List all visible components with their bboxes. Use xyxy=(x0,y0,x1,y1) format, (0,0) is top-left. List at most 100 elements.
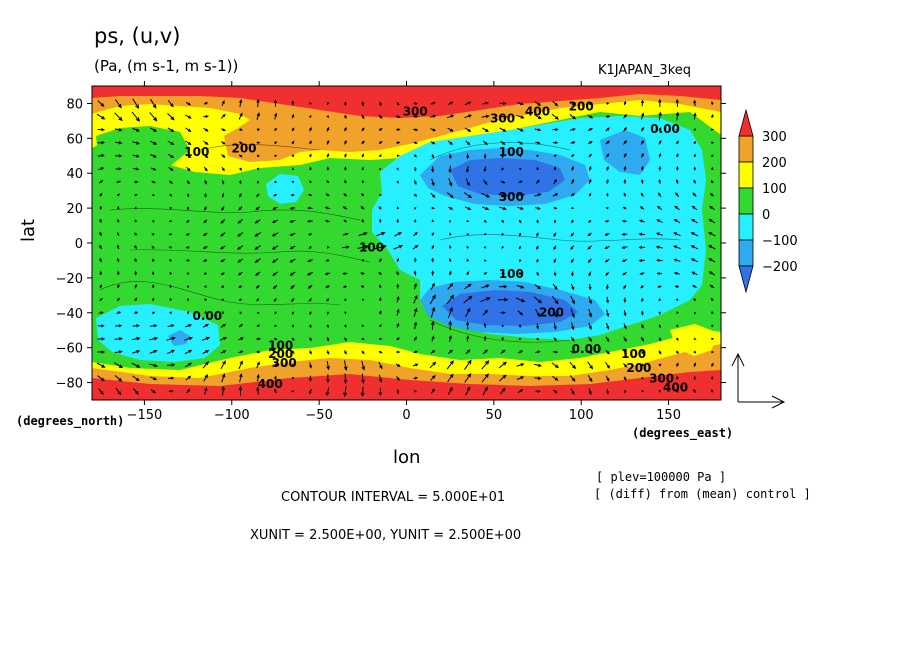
wind-arrow xyxy=(255,206,261,211)
wind-arrow xyxy=(169,206,172,210)
wind-arrow xyxy=(710,389,714,393)
wind-arrow xyxy=(114,362,124,369)
wind-arrow xyxy=(690,245,699,250)
wind-arrow xyxy=(658,178,662,184)
wind-arrow xyxy=(658,139,662,145)
wind-arrow xyxy=(501,336,504,341)
wind-arrow xyxy=(309,350,312,355)
wind-arrow xyxy=(150,98,157,109)
wind-arrow xyxy=(325,387,330,397)
wind-arrow xyxy=(500,349,506,354)
wind-arrow xyxy=(272,206,278,210)
wind-arrow xyxy=(98,311,104,315)
wind-arrow xyxy=(413,376,419,380)
wind-arrow xyxy=(569,128,576,131)
wind-arrow xyxy=(570,245,575,250)
wind-arrow xyxy=(675,298,679,301)
wind-arrow xyxy=(605,322,610,330)
wind-arrow xyxy=(219,232,226,237)
wind-arrow xyxy=(570,350,576,354)
wind-arrow xyxy=(379,337,383,341)
wind-arrow xyxy=(220,350,227,354)
wind-arrow xyxy=(570,232,575,237)
wind-arrow xyxy=(570,258,575,264)
wind-arrow xyxy=(536,219,539,224)
wind-arrow xyxy=(99,270,103,276)
wind-arrow xyxy=(204,386,208,395)
wind-arrow xyxy=(396,376,400,381)
wind-arrow xyxy=(256,350,261,354)
wind-arrow xyxy=(308,297,312,303)
wind-arrow xyxy=(185,101,192,106)
wind-arrow xyxy=(552,389,558,394)
wind-arrow xyxy=(534,128,542,132)
contour-label: 300 xyxy=(272,356,297,370)
wind-arrow xyxy=(640,285,644,289)
wind-arrow xyxy=(134,270,138,276)
wind-arrow xyxy=(588,192,592,197)
wind-arrow xyxy=(99,244,103,250)
wind-arrow xyxy=(622,206,627,210)
contour-label: 300 xyxy=(499,190,524,204)
wind-arrow xyxy=(289,219,296,223)
wind-arrow xyxy=(307,258,313,262)
wind-arrow xyxy=(588,388,592,395)
wind-arrow xyxy=(571,219,574,224)
wind-arrow xyxy=(413,179,417,186)
wind-arrow xyxy=(150,154,157,158)
wind-arrow xyxy=(711,101,714,105)
wind-arrow xyxy=(361,166,364,170)
wind-arrow xyxy=(623,323,627,330)
wind-arrow xyxy=(184,336,194,341)
wind-arrow xyxy=(518,168,522,171)
wind-arrow xyxy=(202,349,210,354)
wind-arrow xyxy=(379,284,382,289)
wind-arrow xyxy=(535,141,541,145)
y-tick-label: 0 xyxy=(75,237,83,252)
wind-arrow xyxy=(605,153,610,158)
wind-arrow xyxy=(151,180,156,184)
wind-arrow xyxy=(412,244,419,250)
wind-arrow xyxy=(465,178,470,187)
wind-arrow xyxy=(499,101,507,106)
wind-arrow xyxy=(307,271,314,276)
wind-arrow xyxy=(536,166,539,171)
wind-arrow xyxy=(343,298,347,301)
wind-arrow xyxy=(499,374,507,382)
wind-arrow xyxy=(395,115,401,118)
wind-arrow xyxy=(484,259,487,262)
wind-arrow xyxy=(446,114,455,119)
wind-arrow xyxy=(272,284,278,290)
reference-arrow-right xyxy=(738,395,786,409)
wind-arrow xyxy=(692,192,697,198)
wind-arrow xyxy=(133,311,139,315)
wind-arrow xyxy=(289,206,296,210)
wind-arrow xyxy=(169,311,173,315)
x-tick-label: 150 xyxy=(656,408,681,423)
wind-arrow xyxy=(291,154,295,157)
y-tick-label: −80 xyxy=(56,377,83,392)
wind-arrow xyxy=(219,245,226,250)
wind-arrow xyxy=(168,232,172,236)
wind-arrow xyxy=(536,232,539,238)
wind-arrow xyxy=(168,389,174,393)
wind-arrow xyxy=(361,337,365,341)
wind-arrow xyxy=(571,322,575,331)
wind-arrow xyxy=(203,102,209,105)
wind-arrow xyxy=(325,193,330,197)
wind-arrow xyxy=(711,179,714,184)
wind-arrow xyxy=(448,165,452,174)
wind-arrow xyxy=(446,360,454,370)
wind-arrow xyxy=(534,101,542,106)
wind-arrow xyxy=(187,206,190,211)
wind-arrow xyxy=(535,350,541,354)
x-tick-label: −100 xyxy=(214,408,250,423)
wind-arrow xyxy=(308,246,312,249)
wind-arrow xyxy=(239,373,243,383)
wind-arrow xyxy=(464,372,472,383)
wind-arrow xyxy=(99,192,103,197)
contour-label: 400 xyxy=(258,377,283,391)
wind-arrow xyxy=(446,294,455,305)
wind-arrow xyxy=(693,140,697,144)
wind-arrow xyxy=(413,231,418,237)
